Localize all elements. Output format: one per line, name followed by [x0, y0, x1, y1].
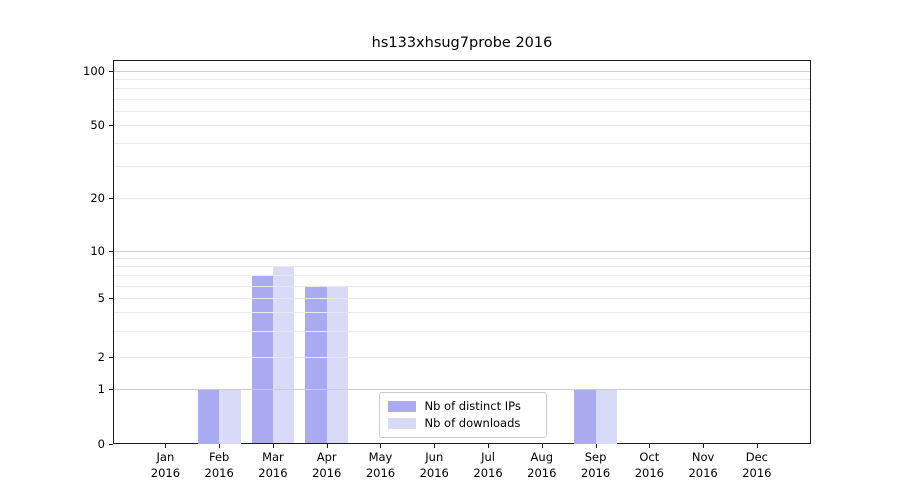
minor-gridline: [114, 330, 810, 332]
major-gridline: [114, 251, 810, 252]
x-tick-mark: [703, 444, 705, 448]
x-tick-label: Nov 2016: [688, 450, 718, 480]
bar-downloads-apr: [326, 285, 349, 444]
minor-gridline: [114, 258, 810, 260]
minor-gridline: [114, 298, 810, 300]
y-tick-label: 0: [97, 437, 105, 451]
y-tick-mark: [109, 198, 113, 199]
y-tick-label: 100: [83, 64, 105, 78]
minor-gridline: [114, 285, 810, 287]
x-tick-mark: [434, 444, 436, 448]
minor-gridline: [114, 312, 810, 314]
plot-area: [113, 59, 811, 444]
y-tick-mark: [109, 71, 113, 72]
minor-gridline: [114, 98, 810, 100]
x-tick-mark: [272, 444, 274, 448]
x-tick-label: Jun 2016: [419, 450, 449, 480]
x-tick-label: Apr 2016: [312, 450, 342, 480]
y-tick-mark: [109, 356, 113, 358]
x-tick-label: Dec 2016: [742, 450, 772, 480]
y-tick-label: 2: [97, 349, 105, 364]
minor-gridline: [114, 88, 810, 90]
x-tick-mark: [326, 444, 328, 448]
chart-title: hs133xhsug7probe 2016: [371, 35, 553, 51]
y-tick-label: 5: [97, 291, 105, 306]
minor-gridline: [114, 125, 810, 126]
y-tick-label: 1: [97, 381, 105, 396]
y-tick-mark: [109, 388, 113, 390]
x-tick-label: Mar 2016: [258, 450, 288, 480]
minor-gridline: [114, 266, 810, 268]
x-tick-mark: [649, 444, 651, 448]
x-tick-label: Jan 2016: [150, 450, 181, 480]
y-tick-mark: [109, 125, 113, 126]
major-gridline: [114, 388, 810, 390]
y-tick-label: 20: [90, 191, 105, 205]
legend-row-downloads: Nb of downloads: [387, 415, 538, 432]
x-tick-mark: [488, 444, 490, 448]
bar-distinct-ips-mar: [251, 275, 273, 444]
legend: Nb of distinct IPs Nb of downloads: [378, 391, 547, 438]
minor-gridline: [114, 198, 810, 199]
legend-swatch-downloads: [387, 417, 416, 429]
y-tick-mark: [109, 251, 113, 252]
bar-distinct-ips-feb: [197, 388, 220, 444]
legend-label-downloads: Nb of downloads: [424, 416, 521, 430]
x-tick-label: Sep 2016: [580, 450, 611, 480]
x-tick-mark: [541, 444, 543, 448]
x-tick-mark: [380, 444, 382, 448]
legend-label-distinct-ips: Nb of distinct IPs: [424, 399, 521, 413]
bar-distinct-ips-apr: [305, 285, 327, 444]
x-tick-label: Jul 2016: [473, 450, 503, 480]
minor-gridline: [114, 110, 810, 112]
minor-gridline: [114, 165, 810, 167]
legend-row-distinct-ips: Nb of distinct IPs: [387, 398, 538, 415]
minor-gridline: [114, 356, 810, 358]
x-tick-label: May 2016: [365, 450, 396, 480]
x-tick-mark: [756, 444, 758, 448]
x-tick-mark: [595, 444, 597, 448]
bar-distinct-ips-sep: [574, 388, 596, 444]
y-tick-mark: [109, 298, 113, 300]
bar-downloads-sep: [595, 388, 617, 444]
x-tick-label: Aug 2016: [527, 450, 557, 480]
x-tick-label: Feb 2016: [204, 450, 234, 480]
minor-gridline: [114, 142, 810, 144]
minor-gridline: [114, 275, 810, 277]
legend-swatch-distinct-ips: [387, 400, 416, 412]
y-tick-label: 10: [90, 244, 105, 258]
bar-downloads-mar: [272, 266, 295, 444]
minor-gridline: [114, 79, 810, 81]
major-gridline: [114, 71, 810, 72]
bar-downloads-feb: [219, 388, 241, 444]
y-tick-label: 50: [90, 118, 105, 132]
x-tick-mark: [219, 444, 221, 448]
x-tick-mark: [165, 444, 167, 448]
x-tick-label: Oct 2016: [634, 450, 664, 480]
y-tick-mark: [109, 444, 113, 445]
